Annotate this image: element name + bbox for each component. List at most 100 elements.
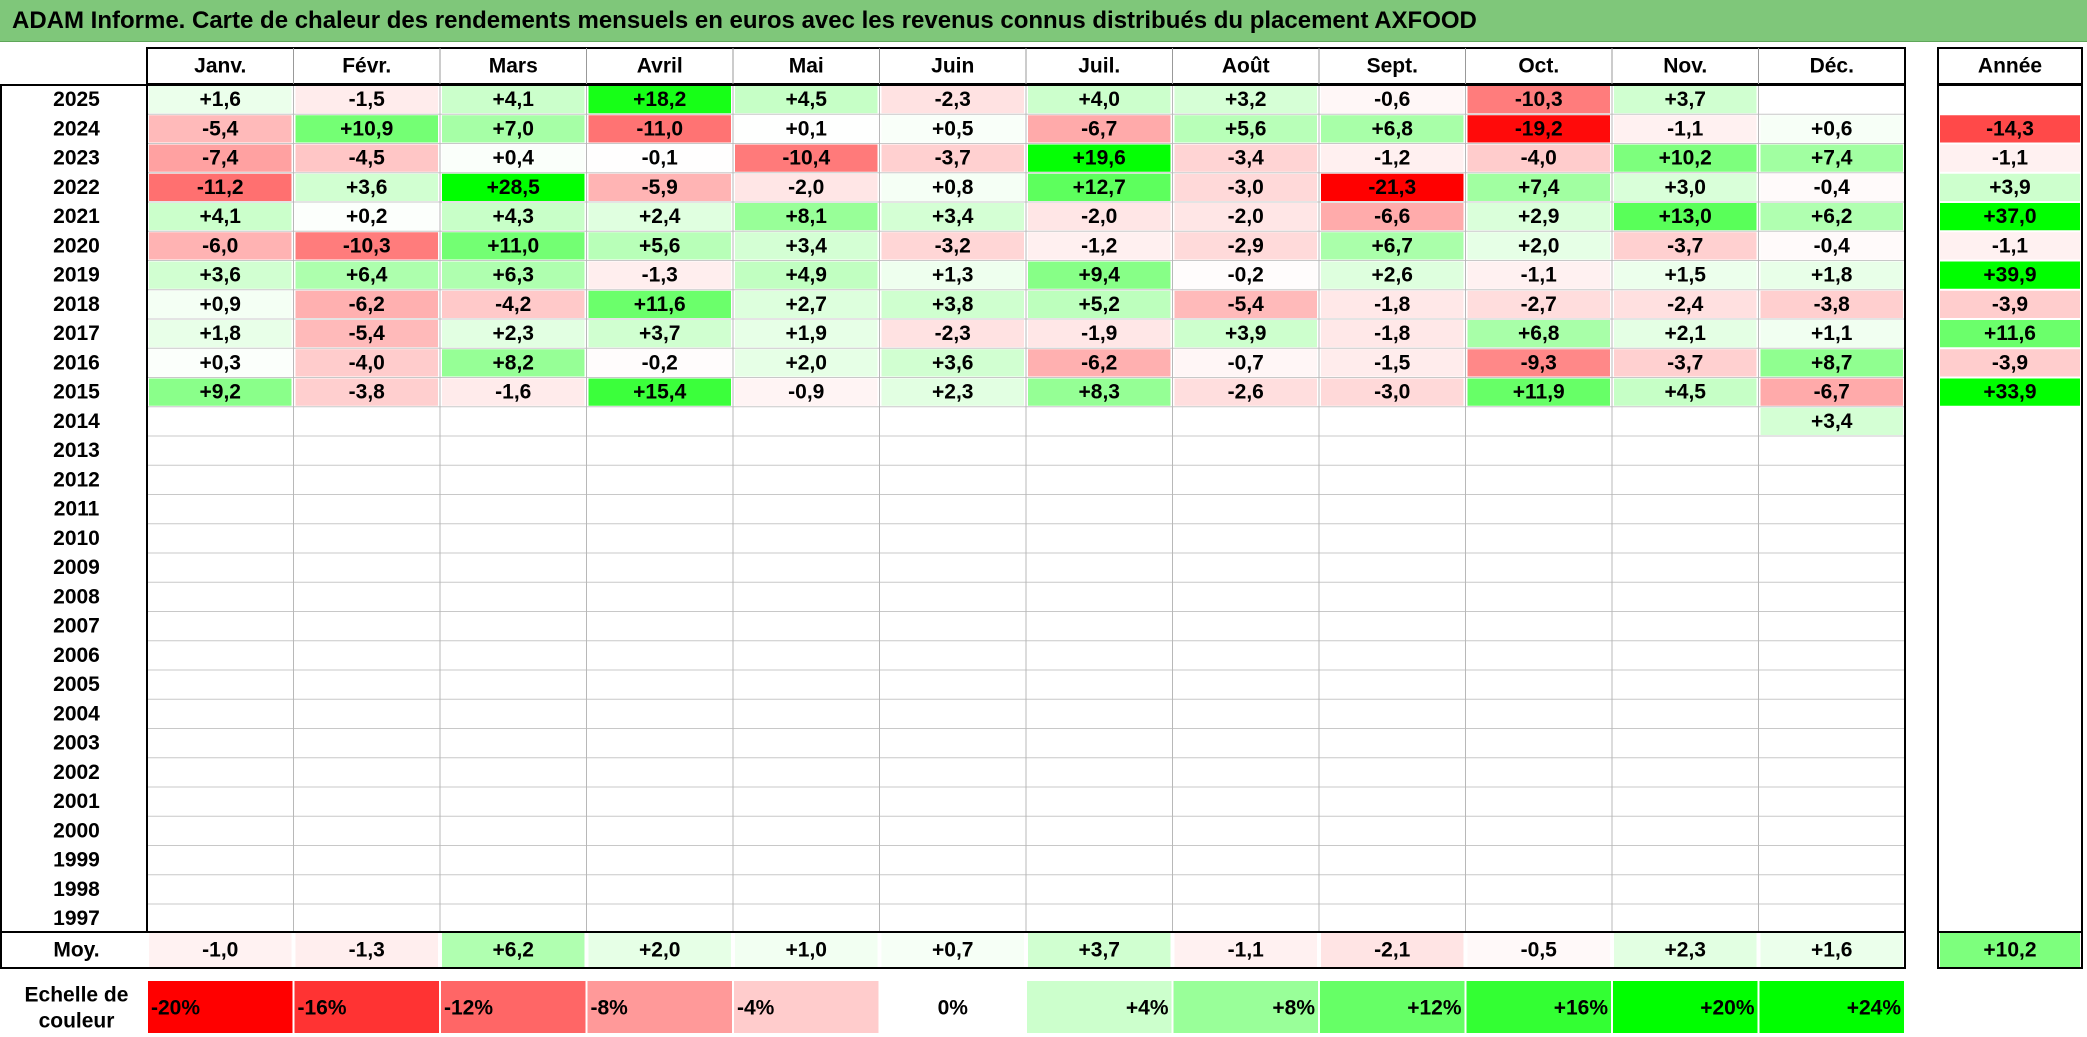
heatmap-cell xyxy=(442,437,585,465)
heatmap-cell xyxy=(735,788,878,816)
heatmap-cell xyxy=(1028,173,1171,201)
heatmap-cell xyxy=(295,641,438,669)
heatmap-cell xyxy=(1321,671,1464,699)
heatmap-cell xyxy=(1760,86,1903,114)
heatmap-cell xyxy=(1321,86,1464,114)
average-value-10: -0,5 xyxy=(1521,939,1558,962)
heatmap-cell xyxy=(295,466,438,494)
cell-value-2022-6: +0,8 xyxy=(932,176,974,199)
scale-label-5: 0% xyxy=(938,997,969,1020)
month-header-7: Juil. xyxy=(1078,55,1120,78)
heatmap-cell xyxy=(588,875,731,903)
heatmap-cell xyxy=(735,320,878,348)
heatmap-cell xyxy=(735,495,878,523)
heatmap-cell xyxy=(1760,437,1903,465)
annual-value-2020: -1,1 xyxy=(1992,234,2029,257)
heatmap-cell xyxy=(1760,758,1903,786)
heatmap-cell xyxy=(588,671,731,699)
heatmap-cell xyxy=(1321,700,1464,728)
cell-value-2024-4: -11,0 xyxy=(636,117,683,140)
year-label-2017: 2017 xyxy=(53,322,100,345)
cell-value-2021-9: -6,6 xyxy=(1374,205,1410,228)
heatmap-cell xyxy=(881,349,1024,377)
heatmap-cell xyxy=(149,729,292,757)
heatmap-cell xyxy=(735,437,878,465)
heatmap-cell xyxy=(442,407,585,435)
heatmap-cell xyxy=(149,554,292,582)
heatmap-cell xyxy=(735,846,878,874)
cell-value-2017-11: +2,1 xyxy=(1665,322,1707,345)
heatmap-cell xyxy=(1321,173,1464,201)
cell-value-2024-2: +10,9 xyxy=(340,117,393,140)
cell-value-2021-1: +4,1 xyxy=(200,205,242,228)
cell-value-2016-2: -4,0 xyxy=(349,351,385,374)
heatmap-cell xyxy=(1174,729,1317,757)
heatmap-cell xyxy=(735,349,878,377)
heatmap-cell xyxy=(1321,729,1464,757)
heatmap-cell xyxy=(1174,378,1317,406)
scale-label-0: -20% xyxy=(151,997,200,1020)
heatmap-cell xyxy=(1467,612,1610,640)
heatmap-cell xyxy=(1174,641,1317,669)
heatmap-cell xyxy=(1467,788,1610,816)
heatmap-cell xyxy=(588,232,731,260)
cell-value-2024-8: +5,6 xyxy=(1225,117,1266,140)
cell-value-2022-3: +28,5 xyxy=(487,176,540,199)
heatmap-cell xyxy=(149,261,292,289)
heatmap-cell xyxy=(588,466,731,494)
heatmap-cell xyxy=(1760,144,1903,172)
heatmap-cell xyxy=(1760,495,1903,523)
heatmap-cell xyxy=(1467,261,1610,289)
heatmap-cell xyxy=(442,846,585,874)
cell-value-2018-1: +0,9 xyxy=(200,293,241,316)
year-label-2014: 2014 xyxy=(53,410,100,433)
year-label-2005: 2005 xyxy=(53,673,100,696)
heatmap-cell xyxy=(1028,378,1171,406)
cell-value-2018-4: +11,6 xyxy=(634,293,686,316)
cell-value-2016-4: -0,2 xyxy=(642,351,678,374)
month-header-1: Janv. xyxy=(194,55,246,78)
heatmap-cell xyxy=(1467,641,1610,669)
heatmap-cell xyxy=(735,612,878,640)
heatmap-cell xyxy=(295,261,438,289)
annual-cell xyxy=(1940,173,2080,201)
heatmap-cell xyxy=(1760,290,1903,318)
cell-value-2017-2: -5,4 xyxy=(349,322,386,345)
average-value-9: -2,1 xyxy=(1374,939,1411,962)
heatmap-cell xyxy=(735,641,878,669)
heatmap-cell xyxy=(588,144,731,172)
average-cell xyxy=(588,933,731,967)
heatmap-cell xyxy=(1467,729,1610,757)
cell-value-2020-8: -2,9 xyxy=(1228,234,1264,257)
cell-value-2025-11: +3,7 xyxy=(1665,88,1706,111)
heatmap-cell xyxy=(1467,437,1610,465)
cell-value-2020-5: +3,4 xyxy=(786,234,828,257)
cell-value-2016-8: -0,7 xyxy=(1228,351,1264,374)
cell-value-2018-3: -4,2 xyxy=(495,293,531,316)
cell-value-2017-7: -1,9 xyxy=(1081,322,1117,345)
average-value-3: +6,2 xyxy=(493,939,534,962)
heatmap-cell xyxy=(588,290,731,318)
year-label-2011: 2011 xyxy=(54,498,100,521)
heatmap-cell xyxy=(1174,86,1317,114)
cell-value-2017-5: +1,9 xyxy=(786,322,827,345)
heatmap-cell xyxy=(1028,495,1171,523)
annual-cell xyxy=(1940,524,2080,552)
heatmap-cell xyxy=(1028,320,1171,348)
heatmap-cell xyxy=(735,290,878,318)
heatmap-cell xyxy=(295,846,438,874)
heatmap-cell xyxy=(588,349,731,377)
heatmap-cell xyxy=(442,700,585,728)
year-label-2025: 2025 xyxy=(53,88,100,111)
cell-value-2018-2: -6,2 xyxy=(349,293,385,316)
year-label-2018: 2018 xyxy=(53,293,100,316)
heatmap-cell xyxy=(1467,407,1610,435)
year-label-2006: 2006 xyxy=(53,644,100,667)
scale-swatch xyxy=(1759,981,1904,1033)
heatmap-cell xyxy=(588,788,731,816)
cell-value-2016-10: -9,3 xyxy=(1521,351,1557,374)
heatmap-cell xyxy=(1467,232,1610,260)
heatmap-cell xyxy=(1028,261,1171,289)
cell-value-2024-5: +0,1 xyxy=(786,117,828,140)
cell-value-2021-6: +3,4 xyxy=(932,205,974,228)
